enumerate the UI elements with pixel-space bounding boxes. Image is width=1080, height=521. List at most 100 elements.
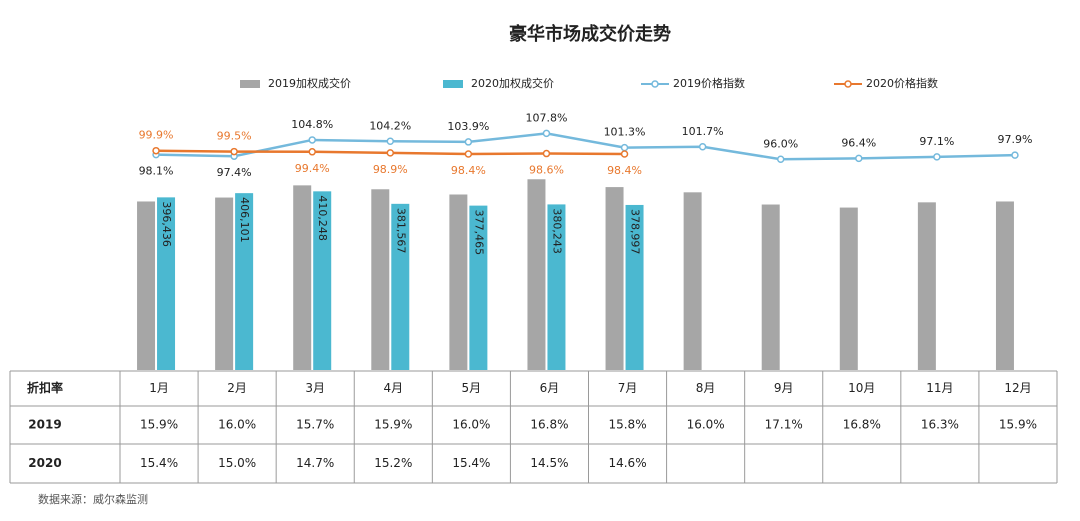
line-value-label: 107.8% bbox=[525, 111, 567, 124]
bar bbox=[313, 191, 332, 370]
bar-value-label: 378,997 bbox=[629, 209, 642, 255]
bar-value-label: 381,567 bbox=[394, 208, 407, 254]
table-cell: 16.0% bbox=[218, 418, 256, 432]
line-value-label: 99.9% bbox=[139, 129, 174, 142]
table-column-header: 7月 bbox=[618, 381, 638, 395]
table-cell: 16.3% bbox=[921, 418, 959, 432]
line-value-label: 96.4% bbox=[841, 136, 876, 149]
table-cell: 15.8% bbox=[608, 418, 646, 432]
bar bbox=[527, 179, 546, 370]
legend-label: 2019价格指数 bbox=[673, 76, 745, 90]
table-cell: 16.0% bbox=[687, 418, 725, 432]
line-point bbox=[308, 136, 316, 144]
bar bbox=[839, 207, 858, 370]
table-cell: 15.2% bbox=[374, 456, 412, 470]
line-point bbox=[152, 146, 160, 155]
bar bbox=[683, 192, 702, 370]
table-cell: 15.7% bbox=[296, 418, 334, 432]
line-point bbox=[855, 154, 863, 163]
line-point bbox=[386, 149, 395, 157]
table-cell: 15.4% bbox=[452, 456, 490, 470]
bar bbox=[917, 202, 936, 370]
line-point bbox=[542, 149, 551, 158]
line-point bbox=[620, 150, 629, 158]
table-column-header: 9月 bbox=[774, 381, 794, 395]
line-value-label: 103.9% bbox=[447, 120, 489, 133]
line-point bbox=[386, 137, 395, 146]
line-value-label: 97.4% bbox=[217, 166, 252, 179]
line bbox=[156, 132, 1015, 161]
legend-label: 2019加权成交价 bbox=[268, 76, 351, 90]
table-cell: 15.0% bbox=[218, 456, 256, 470]
line-point bbox=[776, 155, 785, 164]
bar bbox=[371, 189, 390, 370]
table-column-header: 10月 bbox=[848, 381, 875, 395]
line-value-label: 104.2% bbox=[369, 119, 411, 132]
source-note: 数据来源：威尔森监测 bbox=[38, 492, 148, 506]
line-value-label: 98.9% bbox=[373, 163, 408, 176]
line-value-label: 98.4% bbox=[451, 164, 486, 177]
table-cell: 15.9% bbox=[374, 418, 412, 432]
bar bbox=[605, 187, 624, 370]
table-cell: 14.6% bbox=[608, 456, 646, 470]
table-column-header: 12月 bbox=[1004, 381, 1031, 395]
bar-value-label: 377,465 bbox=[472, 210, 485, 256]
bar bbox=[995, 201, 1014, 370]
table-cell: 16.0% bbox=[452, 418, 490, 432]
table-cell: 16.8% bbox=[530, 418, 568, 432]
line-point bbox=[698, 143, 707, 151]
legend-label: 2020加权成交价 bbox=[471, 76, 554, 90]
bar-value-label: 410,248 bbox=[316, 195, 329, 241]
bar-value-label: 380,243 bbox=[550, 208, 563, 254]
table-column-header: 2月 bbox=[227, 381, 247, 395]
line-value-label: 98.4% bbox=[607, 164, 642, 177]
line-point bbox=[933, 153, 941, 161]
line-value-label: 99.5% bbox=[217, 130, 252, 143]
bar bbox=[625, 204, 644, 370]
line-value-label: 98.1% bbox=[139, 165, 174, 178]
legend-label: 2020价格指数 bbox=[866, 76, 938, 90]
table-column-header: 4月 bbox=[383, 381, 403, 395]
legend-marker bbox=[651, 80, 659, 88]
line-value-label: 98.6% bbox=[529, 164, 564, 177]
table-cell: 15.9% bbox=[999, 418, 1037, 432]
line-point bbox=[464, 138, 473, 146]
bar bbox=[215, 197, 234, 370]
legend-marker bbox=[844, 80, 852, 88]
bar bbox=[449, 194, 468, 370]
table-row-label: 2020 bbox=[28, 456, 61, 470]
line-value-label: 97.9% bbox=[997, 133, 1032, 146]
table-column-header: 8月 bbox=[696, 381, 716, 395]
table-cell: 14.5% bbox=[530, 456, 568, 470]
bar bbox=[469, 205, 488, 370]
bar-value-label: 406,101 bbox=[238, 197, 251, 243]
table-column-header: 6月 bbox=[540, 381, 560, 395]
table-column-header: 11月 bbox=[926, 381, 953, 395]
table-cell: 15.4% bbox=[140, 456, 178, 470]
bar bbox=[391, 203, 410, 370]
table-header: 折扣率 bbox=[27, 380, 63, 395]
legend-swatch bbox=[443, 80, 463, 88]
bar bbox=[157, 197, 176, 370]
line-point bbox=[464, 150, 473, 158]
table-column-header: 5月 bbox=[462, 381, 482, 395]
line-value-label: 96.0% bbox=[763, 137, 798, 150]
bar bbox=[137, 201, 156, 370]
table-cell: 17.1% bbox=[765, 418, 803, 432]
line-value-label: 104.8% bbox=[291, 118, 333, 131]
bar bbox=[547, 204, 566, 370]
legend-swatch bbox=[240, 80, 260, 88]
line-value-label: 97.1% bbox=[919, 135, 954, 148]
table-cell: 16.8% bbox=[843, 418, 881, 432]
table-row-label: 2019 bbox=[28, 418, 61, 432]
bar bbox=[235, 193, 254, 370]
line-point bbox=[308, 148, 316, 156]
bar bbox=[761, 204, 780, 370]
table-cell: 15.9% bbox=[140, 418, 178, 432]
chart-title: 豪华市场成交价走势 bbox=[509, 23, 671, 45]
line-point bbox=[230, 147, 238, 156]
table-cell: 14.7% bbox=[296, 456, 334, 470]
line-value-label: 101.7% bbox=[682, 125, 724, 138]
bar bbox=[293, 185, 312, 370]
